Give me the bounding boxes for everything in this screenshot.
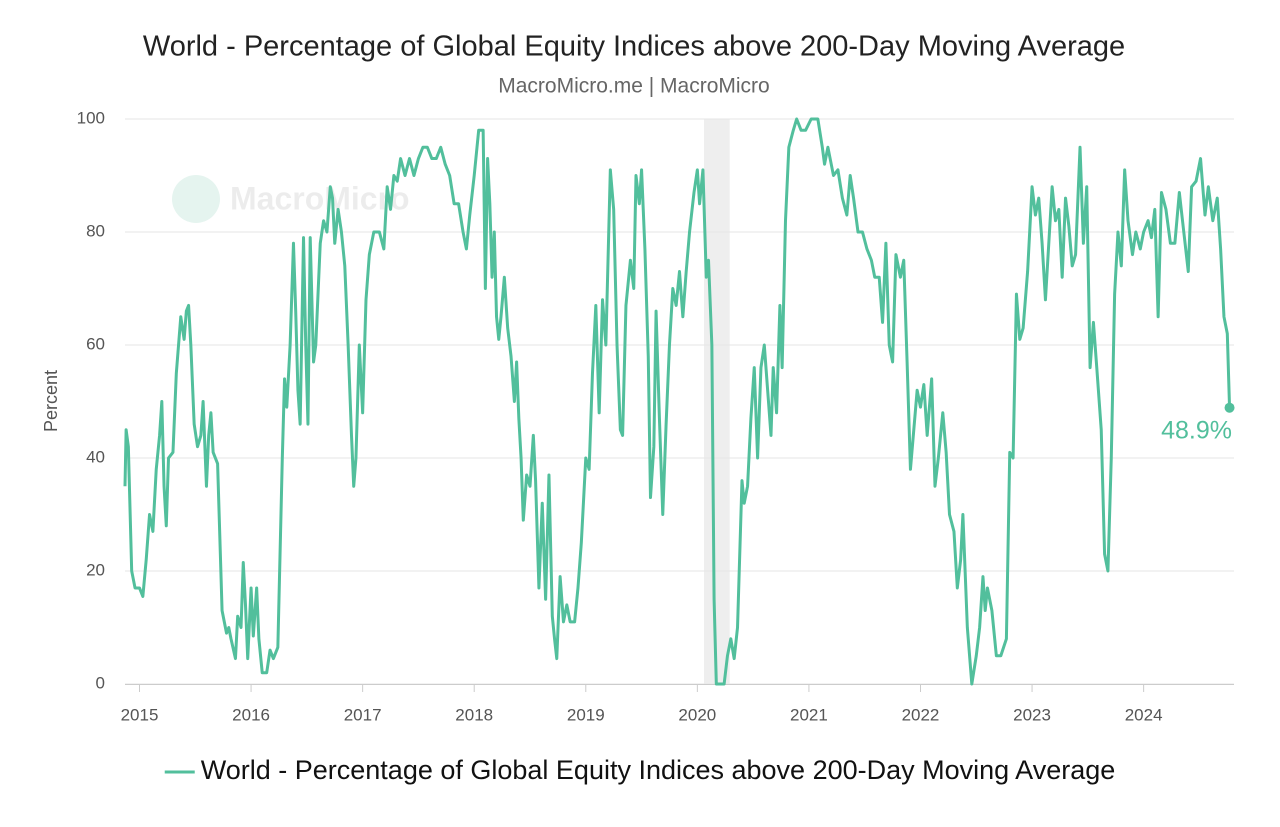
x-tick-label: 2024	[1125, 705, 1163, 724]
last-value-label: 48.9%	[1161, 416, 1232, 444]
x-tick-label: 2018	[455, 705, 493, 724]
y-tick-label: 40	[86, 447, 105, 466]
x-tick-label: 2020	[678, 705, 716, 724]
watermark-logo	[172, 175, 220, 223]
y-tick-label: 60	[86, 334, 105, 353]
y-tick-label: 100	[77, 108, 105, 127]
x-tick-label: 2022	[902, 705, 940, 724]
x-tick-label: 2021	[790, 705, 828, 724]
line	[123, 117, 1232, 686]
y-tick-label: 80	[86, 221, 105, 240]
watermark: MacroMicro	[230, 180, 410, 216]
y-tick-label: 20	[86, 560, 105, 579]
x-tick-label: 2019	[567, 705, 605, 724]
legend-label: World - Percentage of Global Equity Indi…	[201, 755, 1116, 785]
shaded-region	[704, 119, 730, 684]
chart-title: World - Percentage of Global Equity Indi…	[143, 31, 1125, 63]
chart-subtitle: MacroMicro.me | MacroMicro	[498, 75, 769, 98]
last-point	[1224, 402, 1235, 413]
y-tick-label: 0	[96, 673, 105, 692]
x-tick-label: 2015	[121, 705, 159, 724]
x-tick-label: 2017	[344, 705, 382, 724]
legend: World - Percentage of Global Equity Indi…	[164, 755, 1116, 785]
x-tick-label: 2016	[232, 705, 270, 724]
x-tick-label: 2023	[1013, 705, 1051, 724]
y-axis-label: Percent	[41, 370, 61, 432]
